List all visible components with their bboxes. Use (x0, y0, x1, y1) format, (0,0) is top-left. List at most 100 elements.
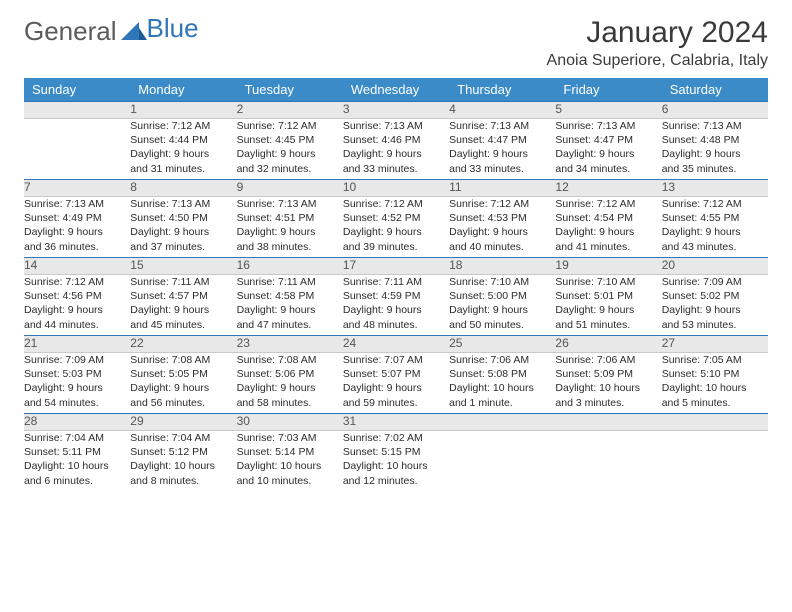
daylight-text: Daylight: 9 hours (555, 303, 661, 317)
sunrise-text: Sunrise: 7:05 AM (662, 353, 768, 367)
day-number-cell (24, 102, 130, 119)
day-detail-cell (555, 431, 661, 492)
sunset-text: Sunset: 4:54 PM (555, 211, 661, 225)
sunset-text: Sunset: 5:03 PM (24, 367, 130, 381)
sunrise-text: Sunrise: 7:12 AM (662, 197, 768, 211)
day-number-cell: 30 (237, 414, 343, 431)
day-detail-cell: Sunrise: 7:02 AMSunset: 5:15 PMDaylight:… (343, 431, 449, 492)
day-detail-cell: Sunrise: 7:12 AMSunset: 4:53 PMDaylight:… (449, 197, 555, 258)
day-number-cell: 9 (237, 180, 343, 197)
day-detail-cell: Sunrise: 7:11 AMSunset: 4:58 PMDaylight:… (237, 275, 343, 336)
calendar-table: Sunday Monday Tuesday Wednesday Thursday… (24, 78, 768, 491)
day-number-cell: 10 (343, 180, 449, 197)
daylight-text: Daylight: 9 hours (237, 303, 343, 317)
daylight-text: Daylight: 9 hours (343, 147, 449, 161)
day-detail-cell: Sunrise: 7:13 AMSunset: 4:51 PMDaylight:… (237, 197, 343, 258)
sunrise-text: Sunrise: 7:13 AM (555, 119, 661, 133)
day-number-cell: 11 (449, 180, 555, 197)
sunrise-text: Sunrise: 7:02 AM (343, 431, 449, 445)
daylight-text: and 36 minutes. (24, 240, 130, 254)
sunrise-text: Sunrise: 7:04 AM (130, 431, 236, 445)
daylight-text: and 1 minute. (449, 396, 555, 410)
daylight-text: Daylight: 9 hours (130, 147, 236, 161)
daylight-text: Daylight: 9 hours (24, 303, 130, 317)
sunrise-text: Sunrise: 7:09 AM (662, 275, 768, 289)
sunrise-text: Sunrise: 7:13 AM (130, 197, 236, 211)
day-number-cell: 7 (24, 180, 130, 197)
sunset-text: Sunset: 4:48 PM (662, 133, 768, 147)
sunrise-text: Sunrise: 7:09 AM (24, 353, 130, 367)
daylight-text: and 56 minutes. (130, 396, 236, 410)
daylight-text: Daylight: 9 hours (449, 225, 555, 239)
daylight-text: Daylight: 10 hours (662, 381, 768, 395)
daylight-text: and 43 minutes. (662, 240, 768, 254)
day-number-cell (662, 414, 768, 431)
sunrise-text: Sunrise: 7:13 AM (24, 197, 130, 211)
daylight-text: Daylight: 10 hours (555, 381, 661, 395)
day-detail-cell: Sunrise: 7:12 AMSunset: 4:44 PMDaylight:… (130, 119, 236, 180)
day-detail-cell: Sunrise: 7:05 AMSunset: 5:10 PMDaylight:… (662, 353, 768, 414)
daylight-text: and 5 minutes. (662, 396, 768, 410)
sunset-text: Sunset: 5:09 PM (555, 367, 661, 381)
day-number-cell: 21 (24, 336, 130, 353)
day-number-cell (449, 414, 555, 431)
day-detail-cell: Sunrise: 7:03 AMSunset: 5:14 PMDaylight:… (237, 431, 343, 492)
sunrise-text: Sunrise: 7:03 AM (237, 431, 343, 445)
weekday-header: Thursday (449, 78, 555, 102)
weekday-header: Friday (555, 78, 661, 102)
day-number-cell: 27 (662, 336, 768, 353)
day-detail-cell: Sunrise: 7:13 AMSunset: 4:47 PMDaylight:… (449, 119, 555, 180)
day-number-cell: 2 (237, 102, 343, 119)
sunrise-text: Sunrise: 7:10 AM (555, 275, 661, 289)
day-number-cell: 4 (449, 102, 555, 119)
sunset-text: Sunset: 5:00 PM (449, 289, 555, 303)
day-detail-cell (24, 119, 130, 180)
weekday-header: Wednesday (343, 78, 449, 102)
daylight-text: and 39 minutes. (343, 240, 449, 254)
sunset-text: Sunset: 5:11 PM (24, 445, 130, 459)
sunrise-text: Sunrise: 7:12 AM (555, 197, 661, 211)
day-number-cell: 6 (662, 102, 768, 119)
daylight-text: and 41 minutes. (555, 240, 661, 254)
daylight-text: Daylight: 9 hours (343, 381, 449, 395)
sunset-text: Sunset: 4:46 PM (343, 133, 449, 147)
sunset-text: Sunset: 4:47 PM (555, 133, 661, 147)
day-detail-cell: Sunrise: 7:13 AMSunset: 4:50 PMDaylight:… (130, 197, 236, 258)
detail-row: Sunrise: 7:12 AMSunset: 4:44 PMDaylight:… (24, 119, 768, 180)
daylight-text: Daylight: 9 hours (130, 303, 236, 317)
day-detail-cell (449, 431, 555, 492)
day-number-cell: 17 (343, 258, 449, 275)
day-detail-cell: Sunrise: 7:04 AMSunset: 5:12 PMDaylight:… (130, 431, 236, 492)
daylight-text: and 44 minutes. (24, 318, 130, 332)
detail-row: Sunrise: 7:12 AMSunset: 4:56 PMDaylight:… (24, 275, 768, 336)
sunset-text: Sunset: 4:47 PM (449, 133, 555, 147)
sunrise-text: Sunrise: 7:12 AM (449, 197, 555, 211)
daylight-text: Daylight: 9 hours (662, 147, 768, 161)
day-detail-cell: Sunrise: 7:08 AMSunset: 5:05 PMDaylight:… (130, 353, 236, 414)
detail-row: Sunrise: 7:04 AMSunset: 5:11 PMDaylight:… (24, 431, 768, 492)
daylight-text: Daylight: 9 hours (24, 381, 130, 395)
daylight-text: Daylight: 10 hours (130, 459, 236, 473)
daylight-text: and 37 minutes. (130, 240, 236, 254)
day-number-cell: 1 (130, 102, 236, 119)
daylight-text: Daylight: 9 hours (662, 303, 768, 317)
daynum-row: 14151617181920 (24, 258, 768, 275)
day-number-cell: 16 (237, 258, 343, 275)
day-number-cell: 26 (555, 336, 661, 353)
day-detail-cell: Sunrise: 7:12 AMSunset: 4:56 PMDaylight:… (24, 275, 130, 336)
day-number-cell (555, 414, 661, 431)
daylight-text: Daylight: 10 hours (343, 459, 449, 473)
daylight-text: Daylight: 9 hours (237, 381, 343, 395)
day-number-cell: 20 (662, 258, 768, 275)
sunrise-text: Sunrise: 7:07 AM (343, 353, 449, 367)
daylight-text: Daylight: 9 hours (237, 147, 343, 161)
sunset-text: Sunset: 4:55 PM (662, 211, 768, 225)
daylight-text: and 6 minutes. (24, 474, 130, 488)
calendar-page: General Blue January 2024 Anoia Superior… (0, 0, 792, 507)
daylight-text: and 34 minutes. (555, 162, 661, 176)
day-detail-cell: Sunrise: 7:10 AMSunset: 5:01 PMDaylight:… (555, 275, 661, 336)
detail-row: Sunrise: 7:13 AMSunset: 4:49 PMDaylight:… (24, 197, 768, 258)
day-number-cell: 19 (555, 258, 661, 275)
daylight-text: Daylight: 9 hours (449, 303, 555, 317)
daylight-text: Daylight: 9 hours (449, 147, 555, 161)
